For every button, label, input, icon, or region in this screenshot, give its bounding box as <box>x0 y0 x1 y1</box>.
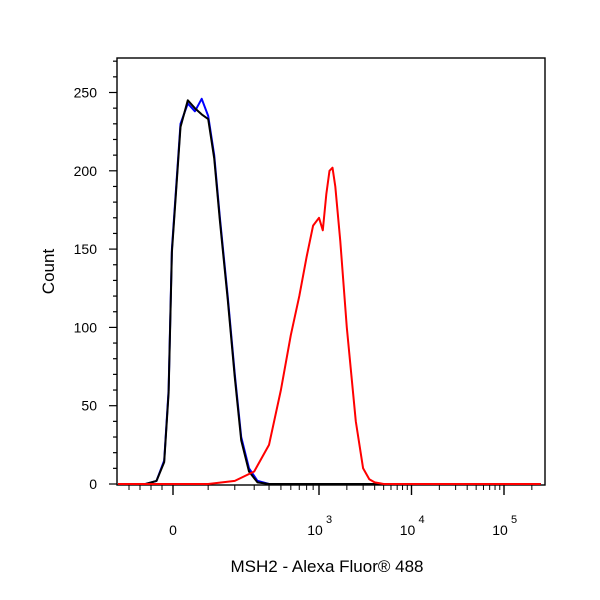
y-axis-label: Count <box>39 249 58 295</box>
x-tick-label: 10 <box>400 522 416 538</box>
x-axis-label: MSH2 - Alexa Fluor® 488 <box>231 557 424 576</box>
y-tick-label: 0 <box>89 476 97 492</box>
histogram-series-2 <box>118 166 541 485</box>
x-tick-label: 0 <box>169 522 177 538</box>
x-tick-exponent: 5 <box>511 514 517 526</box>
x-tick-label: 10 <box>492 522 508 538</box>
y-tick-label: 50 <box>81 398 97 414</box>
y-tick-label: 150 <box>74 241 98 257</box>
histogram-series-0 <box>118 97 541 485</box>
x-tick-label: 10 <box>307 522 323 538</box>
y-tick-label: 250 <box>74 85 98 101</box>
histogram-series-1 <box>118 99 541 485</box>
x-tick-exponent: 3 <box>326 514 332 526</box>
y-tick-label: 200 <box>74 163 98 179</box>
y-tick-label: 100 <box>74 319 98 335</box>
x-tick-exponent: 4 <box>418 514 424 526</box>
